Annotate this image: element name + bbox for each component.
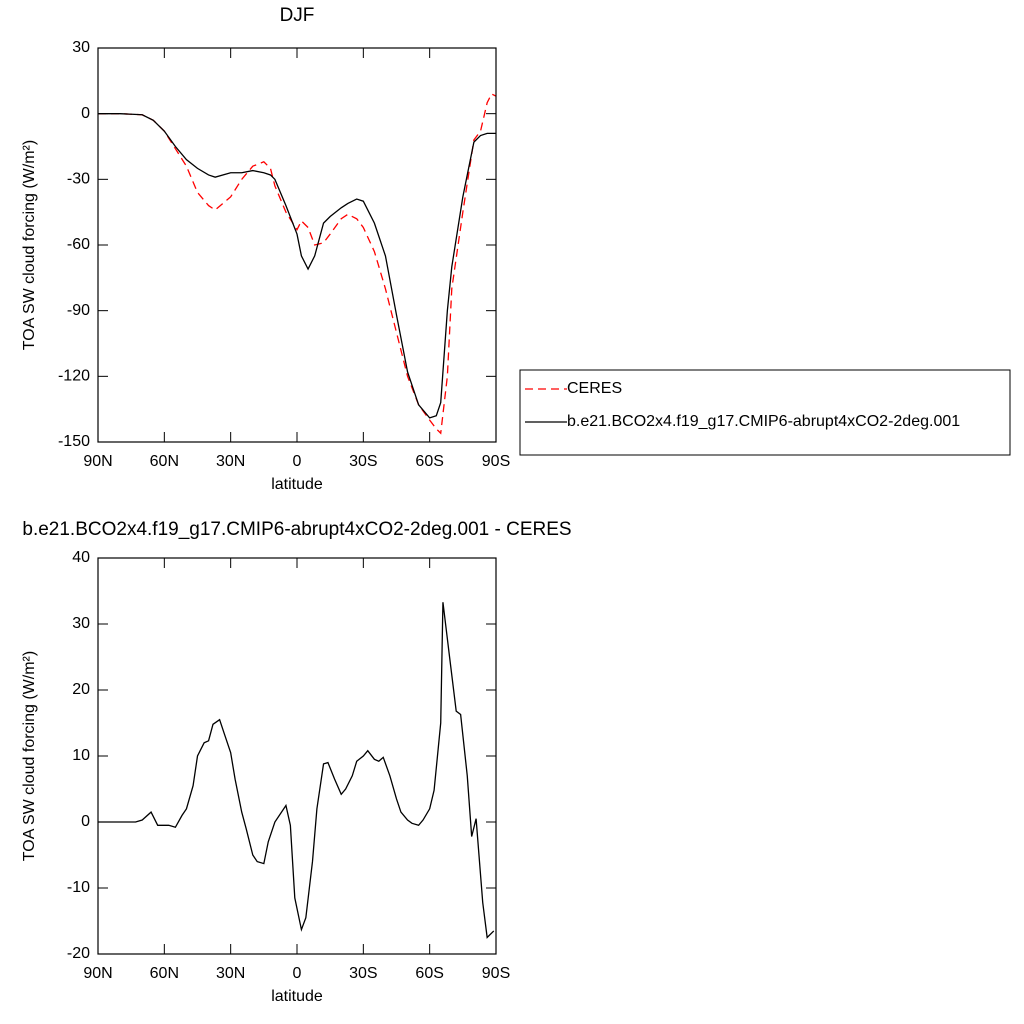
x-tick-label: 30S (349, 965, 377, 982)
x-tick-label: 60S (415, 453, 443, 470)
chart-title: b.e21.BCO2x4.f19_g17.CMIP6-abrupt4xCO2-2… (22, 519, 571, 540)
x-tick-label: 30N (216, 453, 245, 470)
y-tick-label: 10 (72, 747, 90, 764)
legend-label: b.e21.BCO2x4.f19_g17.CMIP6-abrupt4xCO2-2… (567, 413, 960, 430)
y-tick-label: -120 (58, 368, 90, 385)
legend-box (519, 369, 1011, 456)
series-line (98, 93, 496, 435)
y-tick-label: 30 (72, 39, 90, 56)
x-tick-label: 90S (482, 965, 510, 982)
x-tick-label: 60N (150, 453, 179, 470)
x-axis-label: latitude (271, 988, 323, 1005)
x-tick-label: 30S (349, 453, 377, 470)
y-tick-label: -150 (58, 433, 90, 450)
y-tick-label: 40 (72, 549, 90, 566)
x-tick-label: 30N (216, 965, 245, 982)
y-tick-label: 30 (72, 615, 90, 632)
chart-title: DJF (280, 5, 315, 26)
x-tick-label: 90N (83, 453, 112, 470)
plot-frame (97, 557, 497, 955)
y-tick-label: 0 (81, 105, 90, 122)
y-tick-label: -90 (67, 302, 90, 319)
x-tick-label: 60N (150, 965, 179, 982)
series-line (98, 602, 495, 939)
x-tick-label: 0 (293, 965, 302, 982)
x-tick-label: 90N (83, 965, 112, 982)
x-tick-label: 0 (293, 453, 302, 470)
legend-label: CERES (567, 380, 622, 397)
x-tick-label: 90S (482, 453, 510, 470)
y-tick-label: 20 (72, 681, 90, 698)
y-axis-label: TOA SW cloud forcing (W/m²) (21, 140, 38, 350)
x-tick-label: 60S (415, 965, 443, 982)
y-tick-label: -60 (67, 236, 90, 253)
x-axis-label: latitude (271, 476, 323, 493)
y-tick-label: 0 (81, 813, 90, 830)
series-line (98, 113, 496, 419)
plot-frame (97, 47, 497, 443)
y-tick-label: -10 (67, 879, 90, 896)
y-tick-label: -20 (67, 945, 90, 962)
y-tick-label: -30 (67, 171, 90, 188)
y-axis-label: TOA SW cloud forcing (W/m²) (21, 651, 38, 861)
